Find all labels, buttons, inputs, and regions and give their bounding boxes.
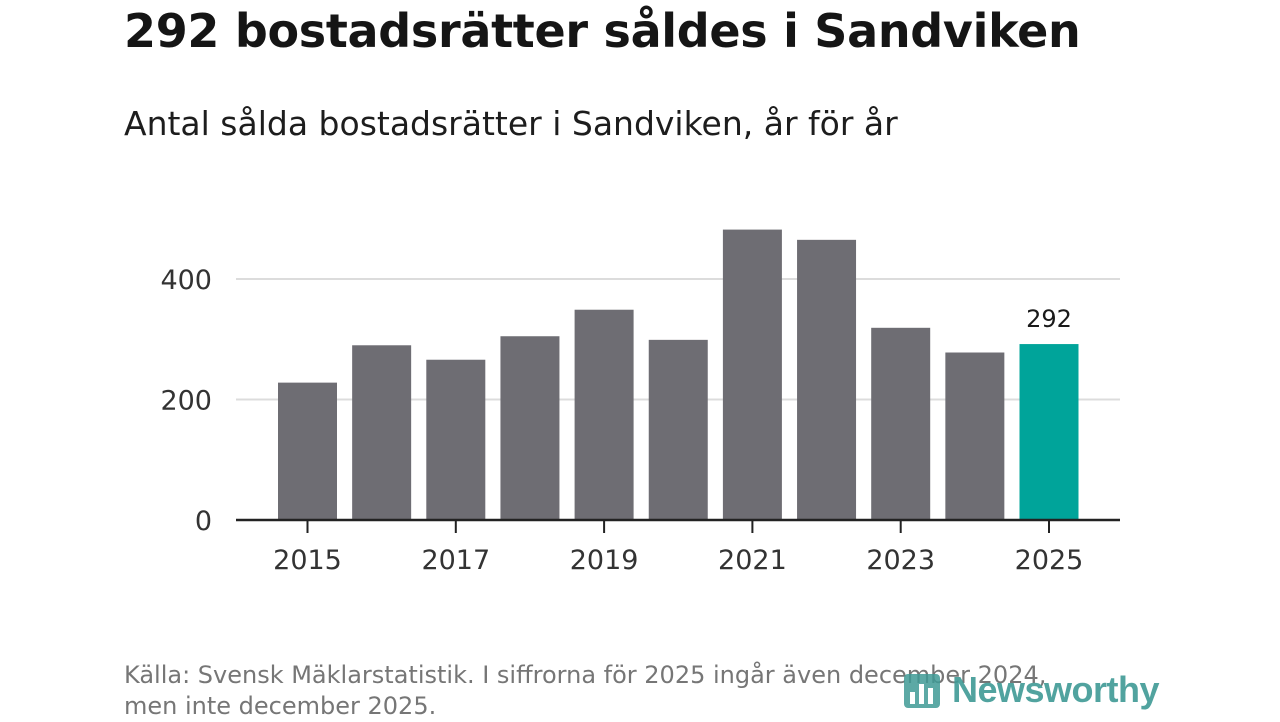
x-tick-label: 2021 — [718, 545, 787, 576]
y-tick-label: 200 — [160, 386, 212, 417]
x-tick-label: 2015 — [273, 545, 342, 576]
bar-2020 — [648, 339, 708, 520]
y-tick-label: 400 — [160, 265, 212, 296]
brand-logo: Newsworthy — [902, 668, 1160, 712]
source-note: Källa: Svensk Mäklarstatistik. I siffror… — [124, 660, 1124, 722]
bar-2023 — [871, 327, 931, 520]
bar-2022 — [797, 239, 857, 520]
brand-name: Newsworthy — [952, 669, 1160, 710]
bar-2019 — [574, 309, 634, 520]
x-tick-label: 2019 — [570, 545, 639, 576]
chart-subtitle: Antal sålda bostadsrätter i Sandviken, å… — [124, 104, 898, 143]
bar-chart: 0 200 400 292 2015 2017 2019 2021 2023 2025 — [160, 229, 1120, 576]
source-line-2: men inte december 2025. — [124, 692, 437, 720]
bar-2024 — [945, 352, 1005, 520]
bar-2025 — [1019, 344, 1079, 520]
x-tick-label: 2023 — [866, 545, 935, 576]
chart-title: 292 bostadsrätter såldes i Sandviken — [124, 4, 1081, 58]
bar-2017 — [426, 359, 486, 520]
bar-chart-icon — [904, 674, 940, 708]
x-tick-label: 2025 — [1015, 545, 1084, 576]
bar-2018 — [500, 336, 560, 520]
data-label: 292 — [1026, 305, 1072, 333]
y-tick-label: 0 — [195, 506, 212, 537]
bar-2015 — [278, 382, 337, 520]
bar-2016 — [352, 345, 412, 520]
x-tick-label: 2017 — [421, 545, 490, 576]
bar-2021 — [722, 229, 782, 520]
source-line-1: Källa: Svensk Mäklarstatistik. I siffror… — [124, 661, 1047, 689]
